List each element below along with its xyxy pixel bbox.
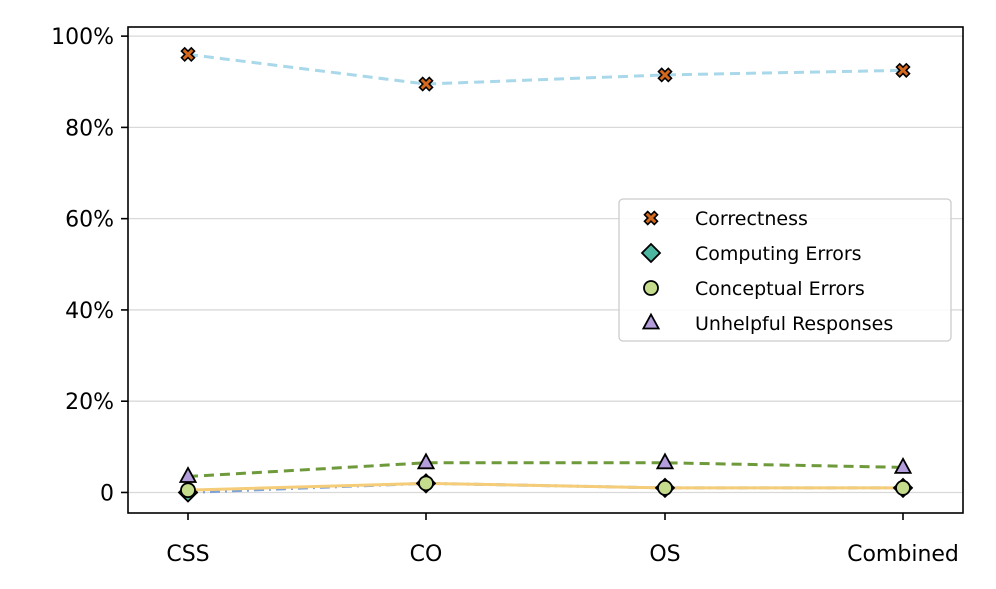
x-tick-label: Combined xyxy=(847,542,959,567)
legend-marker-unhelpful-responses xyxy=(641,312,661,330)
legend: Correctness Computing Errors Conceptual Er… xyxy=(618,198,952,342)
series-line-conceptual-errors xyxy=(187,481,903,492)
legend-marker-correctness xyxy=(643,210,659,226)
x-tick-label: CSS xyxy=(166,542,209,567)
series-lines xyxy=(187,52,904,494)
data-point-unhelpful-responses xyxy=(893,456,913,474)
y-tick-label: 0 xyxy=(100,481,114,506)
legend-label-unhelpful-responses: Unhelpful Responses xyxy=(695,313,893,335)
legend-label-conceptual-errors: Conceptual Errors xyxy=(695,278,865,300)
data-point-correctness xyxy=(657,67,673,83)
x-axis: CSS CO OS Combined xyxy=(166,513,959,567)
legend-label-correctness: Correctness xyxy=(695,208,808,230)
plot-frame xyxy=(127,26,964,514)
legend-marker-conceptual-errors xyxy=(643,280,659,296)
data-point-conceptual-errors xyxy=(657,480,673,496)
series-line-correctness xyxy=(187,52,904,86)
y-tick-label: 20% xyxy=(65,390,114,415)
y-axis: 0 20% 40% 60% 80% 100% xyxy=(51,25,128,506)
data-point-conceptual-errors xyxy=(418,475,434,492)
x-tick-label: CO xyxy=(410,542,443,567)
y-tick-label: 40% xyxy=(65,299,114,324)
series-markers xyxy=(177,46,914,503)
data-point-unhelpful-responses xyxy=(655,452,675,470)
data-point-correctness xyxy=(418,76,434,92)
legend-label-computing-errors: Computing Errors xyxy=(695,243,862,265)
legend-box xyxy=(618,198,952,342)
data-point-correctness xyxy=(180,46,196,63)
y-tick-label: 60% xyxy=(65,208,114,233)
grid-lines xyxy=(128,35,963,494)
x-tick-label: OS xyxy=(649,542,680,567)
data-point-correctness xyxy=(895,62,911,78)
data-point-unhelpful-responses xyxy=(178,466,198,483)
y-tick-label: 100% xyxy=(51,25,114,50)
series-line-unhelpful-responses xyxy=(187,461,904,478)
data-point-conceptual-errors xyxy=(895,480,911,496)
legend-marker-computing-errors xyxy=(640,242,662,264)
data-point-conceptual-errors xyxy=(180,482,196,499)
data-point-unhelpful-responses xyxy=(416,452,436,470)
y-tick-label: 80% xyxy=(65,116,114,141)
